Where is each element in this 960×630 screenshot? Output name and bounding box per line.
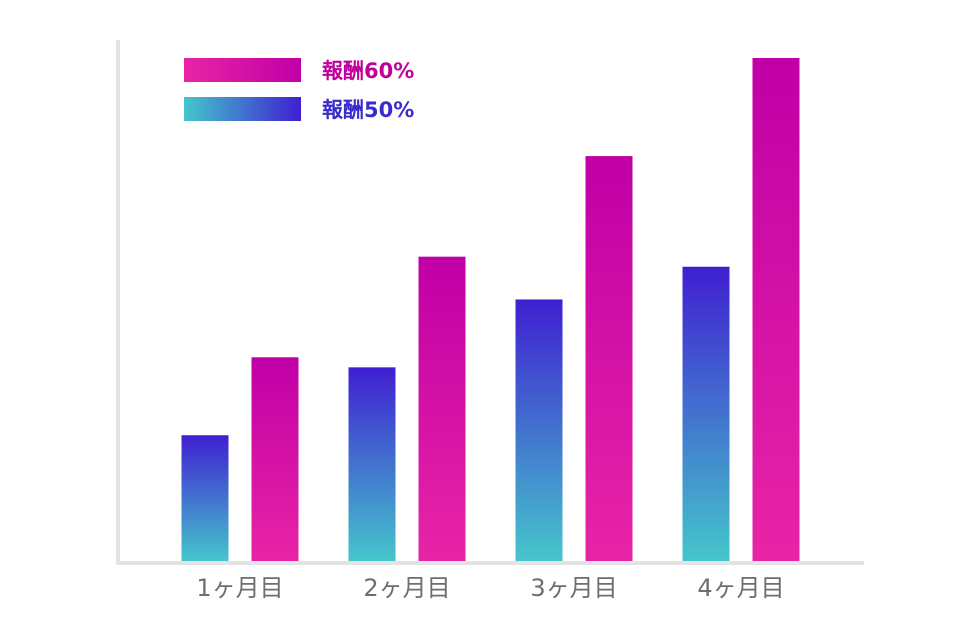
category-labels: 1ヶ月目 2ヶ月目 3ヶ月目 4ヶ月目 bbox=[196, 574, 784, 602]
legend-swatch-reward-50 bbox=[184, 97, 301, 121]
legend-label-reward-60: 報酬60% bbox=[322, 59, 414, 83]
legend-label-reward-50: 報酬50% bbox=[322, 98, 414, 122]
bar-reward-60-3 bbox=[585, 156, 633, 561]
bar-reward-60-2 bbox=[418, 256, 466, 561]
bar-reward-60-1 bbox=[251, 357, 299, 561]
category-label: 3ヶ月目 bbox=[530, 574, 617, 602]
bars bbox=[181, 58, 800, 561]
bar-reward-50-1 bbox=[181, 435, 229, 561]
category-label: 1ヶ月目 bbox=[196, 574, 283, 602]
bar-reward-60-4 bbox=[752, 58, 800, 561]
legend: 報酬60% 報酬50% bbox=[184, 58, 414, 122]
bar-reward-50-3 bbox=[515, 299, 563, 561]
bar-reward-50-2 bbox=[348, 367, 396, 561]
category-label: 2ヶ月目 bbox=[363, 574, 450, 602]
axes bbox=[116, 40, 864, 565]
category-label: 4ヶ月目 bbox=[697, 574, 784, 602]
legend-swatch-reward-60 bbox=[184, 58, 301, 82]
bar-reward-50-4 bbox=[682, 266, 730, 561]
